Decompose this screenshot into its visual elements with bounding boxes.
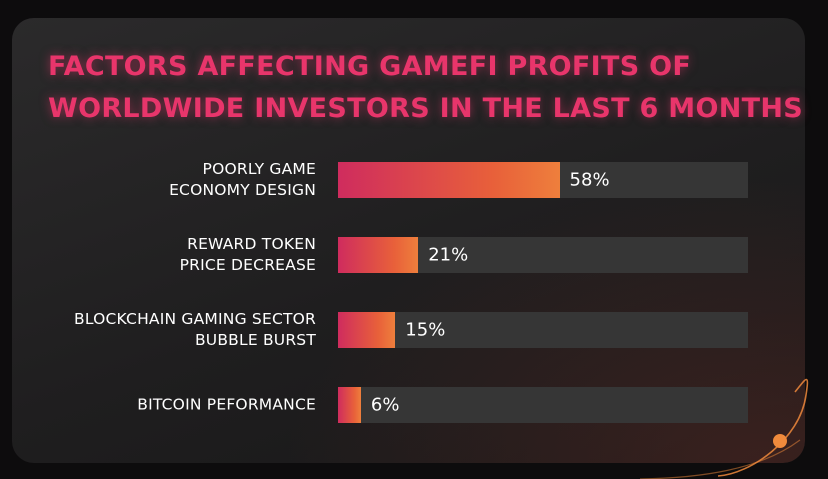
category-label-line: ECONOMY DESIGN (169, 181, 316, 199)
category-label-line: POORLY GAME (202, 160, 316, 178)
chart-title-line-2: WORLDWIDE INVESTORS IN THE LAST 6 MONTHS (48, 93, 803, 124)
category-label: REWARD TOKEN PRICE DECREASE (16, 234, 316, 276)
category-label-line: BLOCKCHAIN GAMING SECTOR (73, 310, 316, 328)
data-label: 21% (428, 244, 469, 266)
bar (338, 237, 419, 273)
bar (338, 387, 361, 423)
bar-track (338, 387, 748, 423)
chart-title-line-1: FACTORS AFFECTING GAMEFI PROFITS OF (48, 51, 692, 82)
category-label: BLOCKCHAIN GAMING SECTOR BUBBLE BURST (16, 309, 316, 351)
data-label: 6% (370, 394, 400, 416)
data-label: 58% (569, 169, 610, 191)
category-label-line: REWARD TOKEN (187, 235, 316, 253)
category-label-line: PRICE DECREASE (179, 256, 316, 274)
data-label: 15% (405, 319, 446, 341)
category-label-line: BUBBLE BURST (194, 331, 316, 349)
category-label: BITCOIN PEFORMANCE (16, 395, 316, 416)
chart-title: FACTORS AFFECTING GAMEFI PROFITS OF WORL… (48, 46, 803, 130)
bar-track (338, 312, 748, 348)
bar (338, 312, 396, 348)
category-label-line: BITCOIN PEFORMANCE (137, 395, 316, 414)
bar (338, 162, 560, 198)
category-label: POORLY GAME ECONOMY DESIGN (16, 159, 316, 201)
